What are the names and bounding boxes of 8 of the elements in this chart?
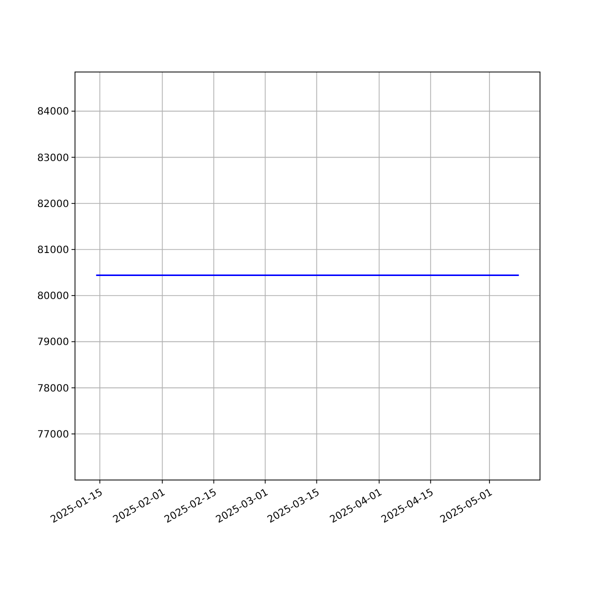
y-tick-label: 83000: [37, 152, 69, 164]
y-tick-label: 78000: [37, 383, 69, 394]
y-tick-label: 77000: [37, 429, 69, 440]
y-tick-label: 81000: [37, 244, 69, 256]
y-tick-label: 80000: [37, 291, 69, 302]
y-tick-label: 84000: [37, 106, 69, 118]
y-tick-label: 82000: [37, 198, 69, 210]
y-tick-label: 79000: [37, 337, 69, 348]
